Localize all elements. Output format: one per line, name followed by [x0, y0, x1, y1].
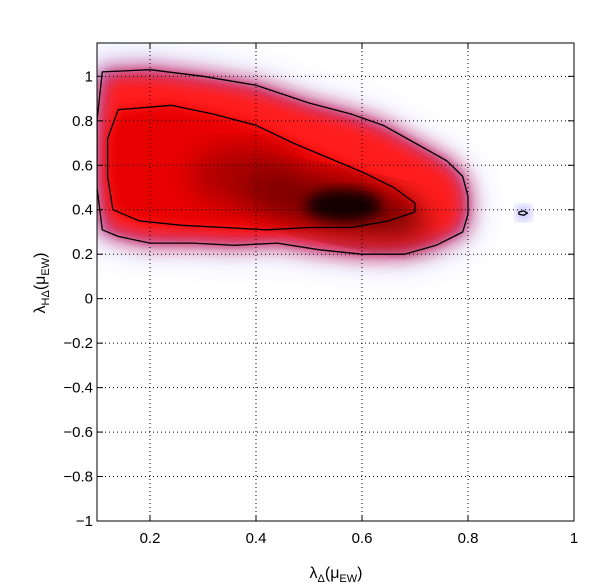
y-tick-label: 0.8 [72, 113, 93, 130]
y-tick-label: 0.4 [72, 202, 93, 219]
contour-lines [97, 69, 529, 255]
density-peak [305, 189, 382, 222]
y-tick-label: −0.8 [63, 469, 93, 486]
x-tick-label: 0.2 [140, 530, 161, 547]
x-tick-label: 0.8 [458, 530, 479, 547]
y-tick-label: −0.6 [63, 424, 93, 441]
y-tick-label: 1 [85, 68, 93, 85]
ticks: 0.2 0.4 0.6 0.8 1 −1 −0.8 −0.6 −0.4 −0.2 0 0.2 0.4 0.… [63, 43, 578, 547]
y-tick-label: 0 [85, 291, 93, 308]
plot-frame [96, 42, 575, 522]
y-tick-label: 0.2 [72, 246, 93, 263]
contour-islet [518, 210, 529, 216]
x-axis-label: λΔ(μEW) [310, 565, 363, 585]
contour-outer [97, 69, 469, 255]
y-tick-label: −0.4 [63, 380, 93, 397]
x-tick-label: 0.6 [352, 530, 373, 547]
density-islet [516, 206, 531, 221]
y-tick-label: −1 [76, 513, 93, 530]
density-field [97, 56, 531, 264]
y-tick-label: 0.6 [72, 157, 93, 174]
x-tick-label: 0.4 [246, 530, 267, 547]
density-secondary [190, 146, 301, 207]
contour-inner [106, 104, 416, 231]
y-tick-label: −0.2 [63, 335, 93, 352]
x-tick-label: 1 [570, 530, 578, 547]
y-axis-label: λHΔ(μEW) [32, 253, 52, 314]
